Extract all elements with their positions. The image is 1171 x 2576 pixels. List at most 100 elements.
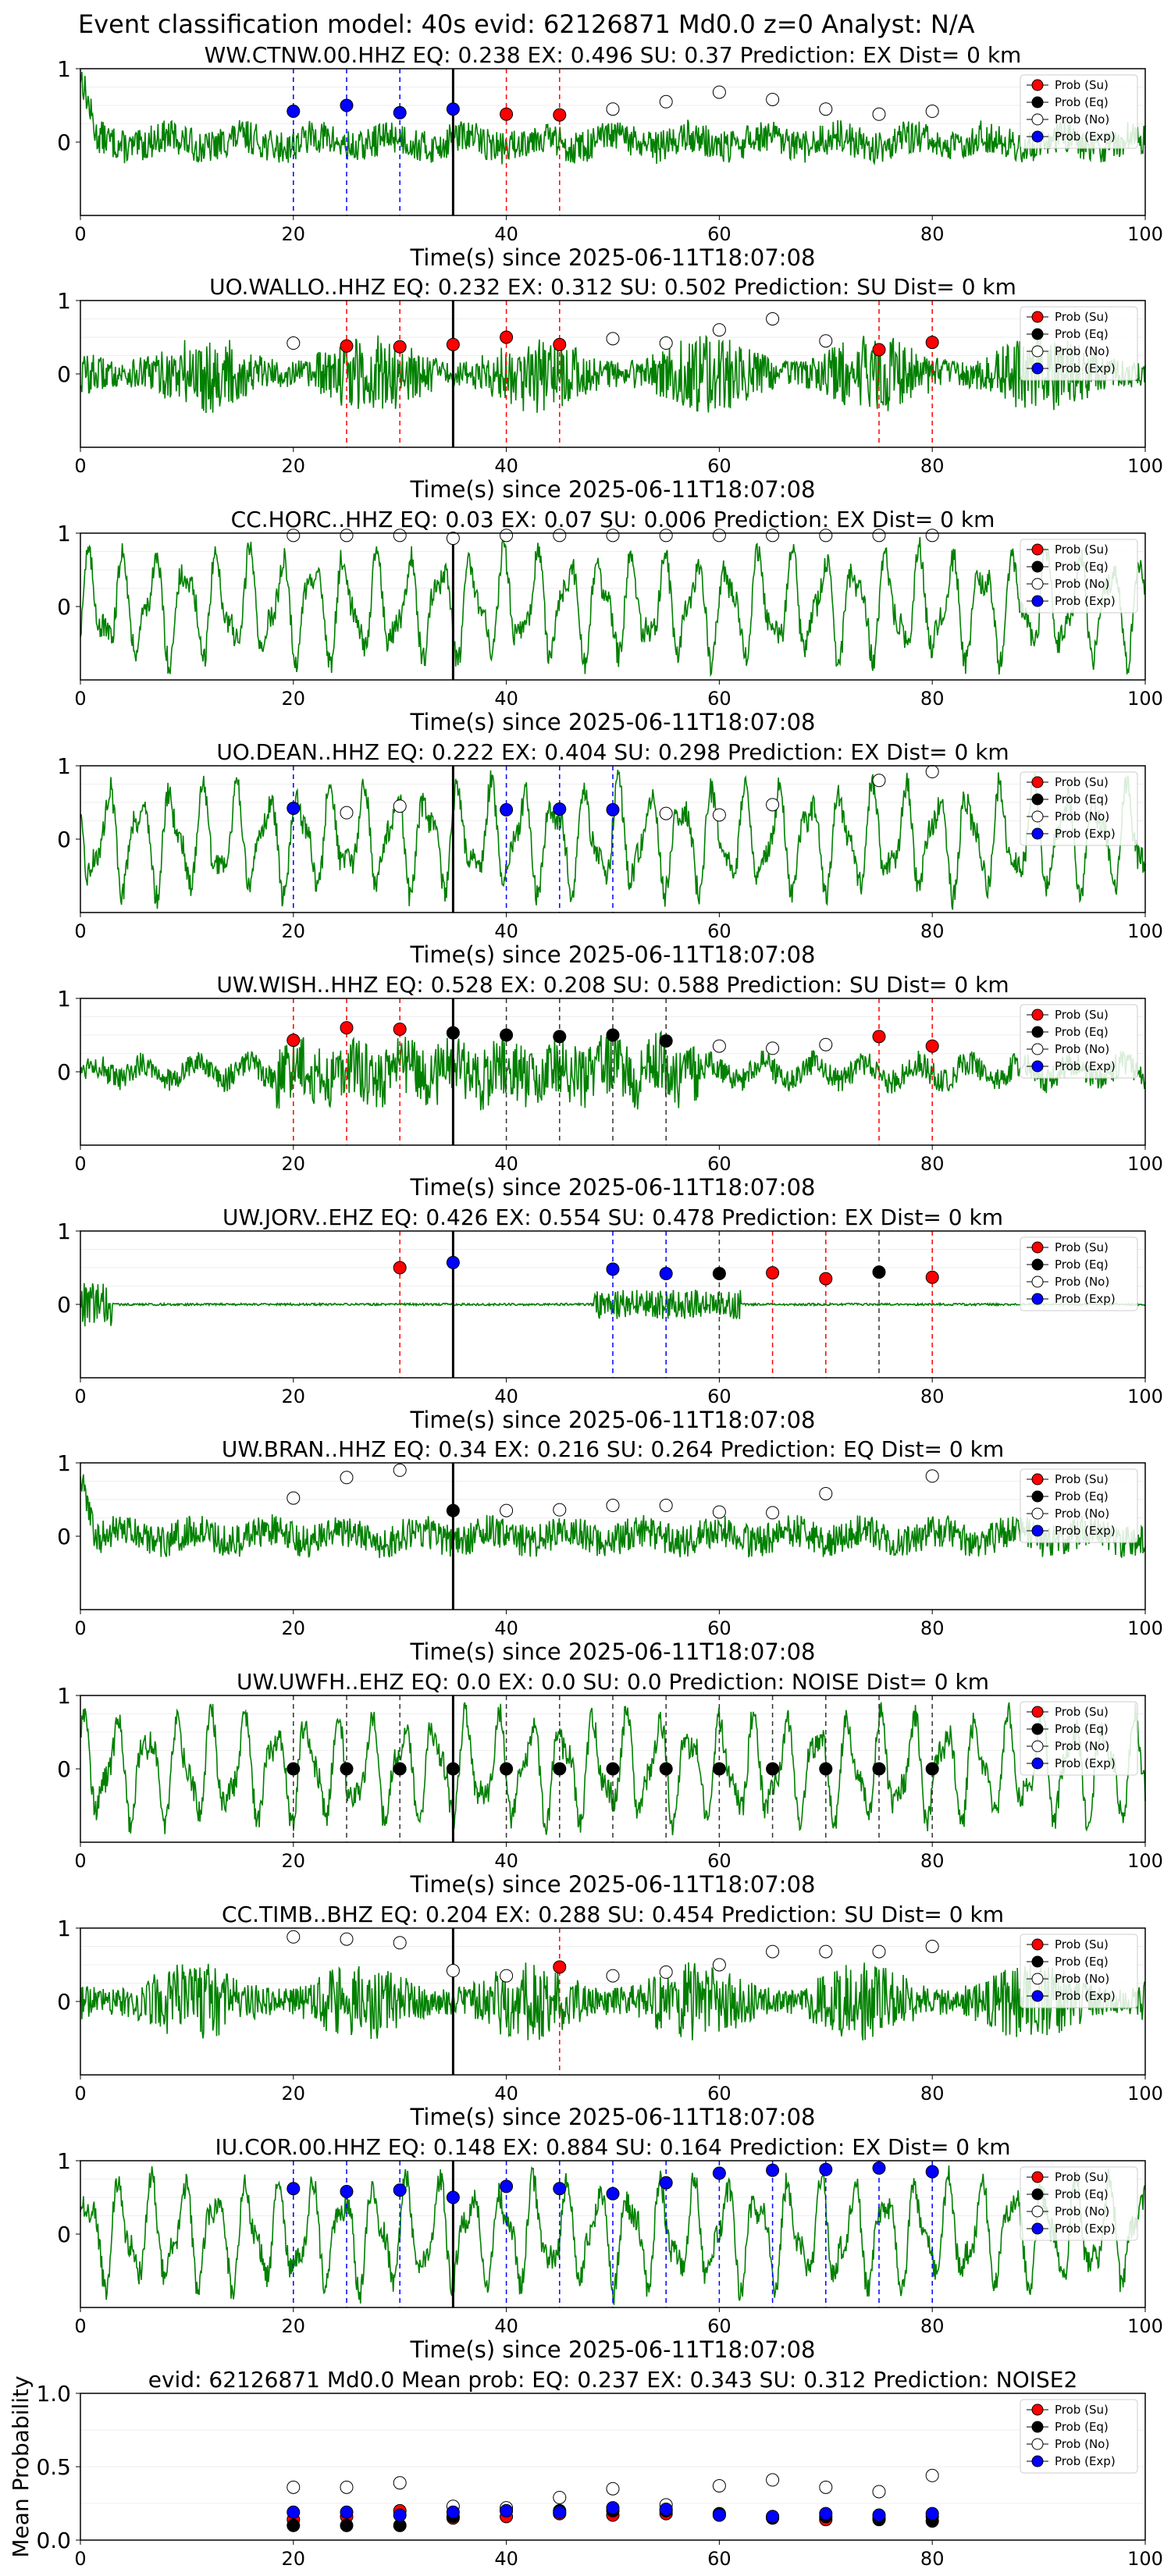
legend-box (1020, 2166, 1138, 2241)
prob-point-no (340, 806, 354, 820)
x-tick-label: 20 (282, 920, 306, 942)
mean-point-exp (606, 2501, 620, 2515)
x-tick-label: 80 (920, 1850, 945, 1872)
y-tick-label: 1 (57, 1916, 71, 1941)
legend-marker-exp (1031, 2455, 1044, 2467)
legend-marker-su (1031, 1241, 1044, 1254)
prob-point-no (340, 1471, 354, 1485)
x-tick-label: 60 (707, 688, 731, 710)
waveform-trace (80, 1962, 1146, 2041)
legend-marker-exp (1031, 362, 1044, 375)
x-tick-label: 0 (74, 1386, 86, 1407)
prob-point-exp (712, 2166, 726, 2180)
prob-point-eq (553, 1762, 567, 1776)
waveform-trace (80, 334, 1146, 414)
x-tick-label: 80 (920, 2315, 945, 2337)
prob-point-no (766, 1944, 780, 1959)
prob-point-exp (446, 1255, 460, 1269)
prob-point-no (287, 336, 301, 350)
x-tick-label: 100 (1127, 2315, 1163, 2337)
panel-title: evid: 62126871 Md0.0 Mean prob: EQ: 0.23… (148, 2367, 1078, 2393)
panel-title: UW.UWFH..EHZ EQ: 0.0 EX: 0.0 SU: 0.0 Pre… (237, 1669, 989, 1695)
legend-label-no: Prob (No) (1055, 577, 1109, 591)
axes-frame (80, 1230, 1146, 1379)
mean-point-no (819, 2480, 833, 2494)
prob-point-eq (766, 1762, 780, 1776)
x-tick-label: 40 (494, 1153, 518, 1175)
prob-point-su (872, 343, 886, 357)
mean-point-no (872, 2485, 886, 2499)
prob-point-no (606, 1969, 620, 1983)
prob-point-no (500, 1969, 514, 1983)
legend-label-eq: Prob (Eq) (1055, 1489, 1109, 1503)
x-tick-label: 0 (74, 920, 86, 942)
x-tick-label: 60 (707, 920, 731, 942)
legend-marker-su (1031, 776, 1044, 788)
x-tick-label: 100 (1127, 1850, 1163, 1872)
panel-6: UW.JORV..EHZ EQ: 0.426 EX: 0.554 SU: 0.4… (57, 1204, 1163, 1433)
x-tick-label: 60 (707, 2548, 731, 2570)
prob-point-no (446, 532, 460, 546)
prob-point-no (606, 332, 620, 346)
prob-point-no (659, 528, 673, 543)
mean-point-exp (287, 2505, 301, 2519)
prob-point-no (766, 92, 780, 106)
x-tick-label: 100 (1127, 2083, 1163, 2105)
y-tick-label: 0 (57, 2222, 71, 2247)
y-tick-label: 0.0 (36, 2528, 71, 2553)
mean-point-no (553, 2490, 567, 2504)
prob-point-exp (393, 2183, 407, 2197)
y-tick-label: 1 (57, 1219, 71, 1244)
prob-point-no (712, 808, 726, 822)
prob-point-no (712, 1039, 726, 1053)
legend-box (1020, 1236, 1138, 1311)
mean-point-exp (393, 2508, 407, 2522)
legend-marker-exp (1031, 1525, 1044, 1537)
prob-point-exp (553, 802, 567, 816)
prob-point-no (340, 1932, 354, 1946)
legend-label-su: Prob (Su) (1055, 2170, 1109, 2184)
axes-frame (80, 2393, 1146, 2541)
figure-suptitle: Event classification model: 40s evid: 62… (78, 9, 975, 39)
prob-point-su (340, 339, 354, 353)
legend-box (1020, 771, 1138, 846)
prob-point-no (287, 528, 301, 543)
x-axis-label: Time(s) since 2025-06-11T18:07:08 (410, 1174, 816, 1201)
x-axis-label: Time(s) since 2025-06-11T18:07:08 (410, 1407, 816, 1433)
mean-point-exp (712, 2508, 726, 2522)
prob-point-no (925, 528, 939, 543)
prob-point-no (393, 1463, 407, 1477)
prob-point-exp (925, 2165, 939, 2179)
prob-point-su (393, 1261, 407, 1275)
panel-title: CC.TIMB..BHZ EQ: 0.204 EX: 0.288 SU: 0.4… (222, 1902, 1004, 1927)
prob-point-eq (819, 1762, 833, 1776)
x-tick-label: 100 (1127, 455, 1163, 477)
prob-point-no (500, 1503, 514, 1517)
prob-point-no (446, 1964, 460, 1978)
legend-marker-exp (1031, 1060, 1044, 1073)
prob-point-exp (287, 2182, 301, 2196)
x-tick-label: 60 (707, 223, 731, 245)
legend-label-exp: Prob (Exp) (1055, 1524, 1116, 1538)
mean-point-no (712, 2478, 726, 2492)
prob-point-no (553, 1503, 567, 1517)
y-tick-label: 0 (57, 594, 71, 620)
legend-label-exp: Prob (Exp) (1055, 130, 1116, 144)
legend-box (1020, 1468, 1138, 1543)
legend-label-su: Prob (Su) (1055, 78, 1109, 92)
prob-point-eq (712, 1762, 726, 1776)
prob-point-no (340, 528, 354, 543)
legend-box (1020, 539, 1138, 614)
prob-point-no (766, 528, 780, 543)
x-tick-label: 0 (74, 1153, 86, 1175)
prob-point-no (872, 1944, 886, 1959)
x-tick-label: 80 (920, 455, 945, 477)
x-tick-label: 80 (920, 2083, 945, 2105)
x-tick-label: 80 (920, 920, 945, 942)
x-tick-label: 80 (920, 223, 945, 245)
legend-label-su: Prob (Su) (1055, 543, 1109, 557)
axes-frame (80, 300, 1146, 448)
y-tick-label: 0 (57, 1524, 71, 1550)
axes-frame (80, 765, 1146, 913)
legend-marker-su (1031, 1473, 1044, 1485)
